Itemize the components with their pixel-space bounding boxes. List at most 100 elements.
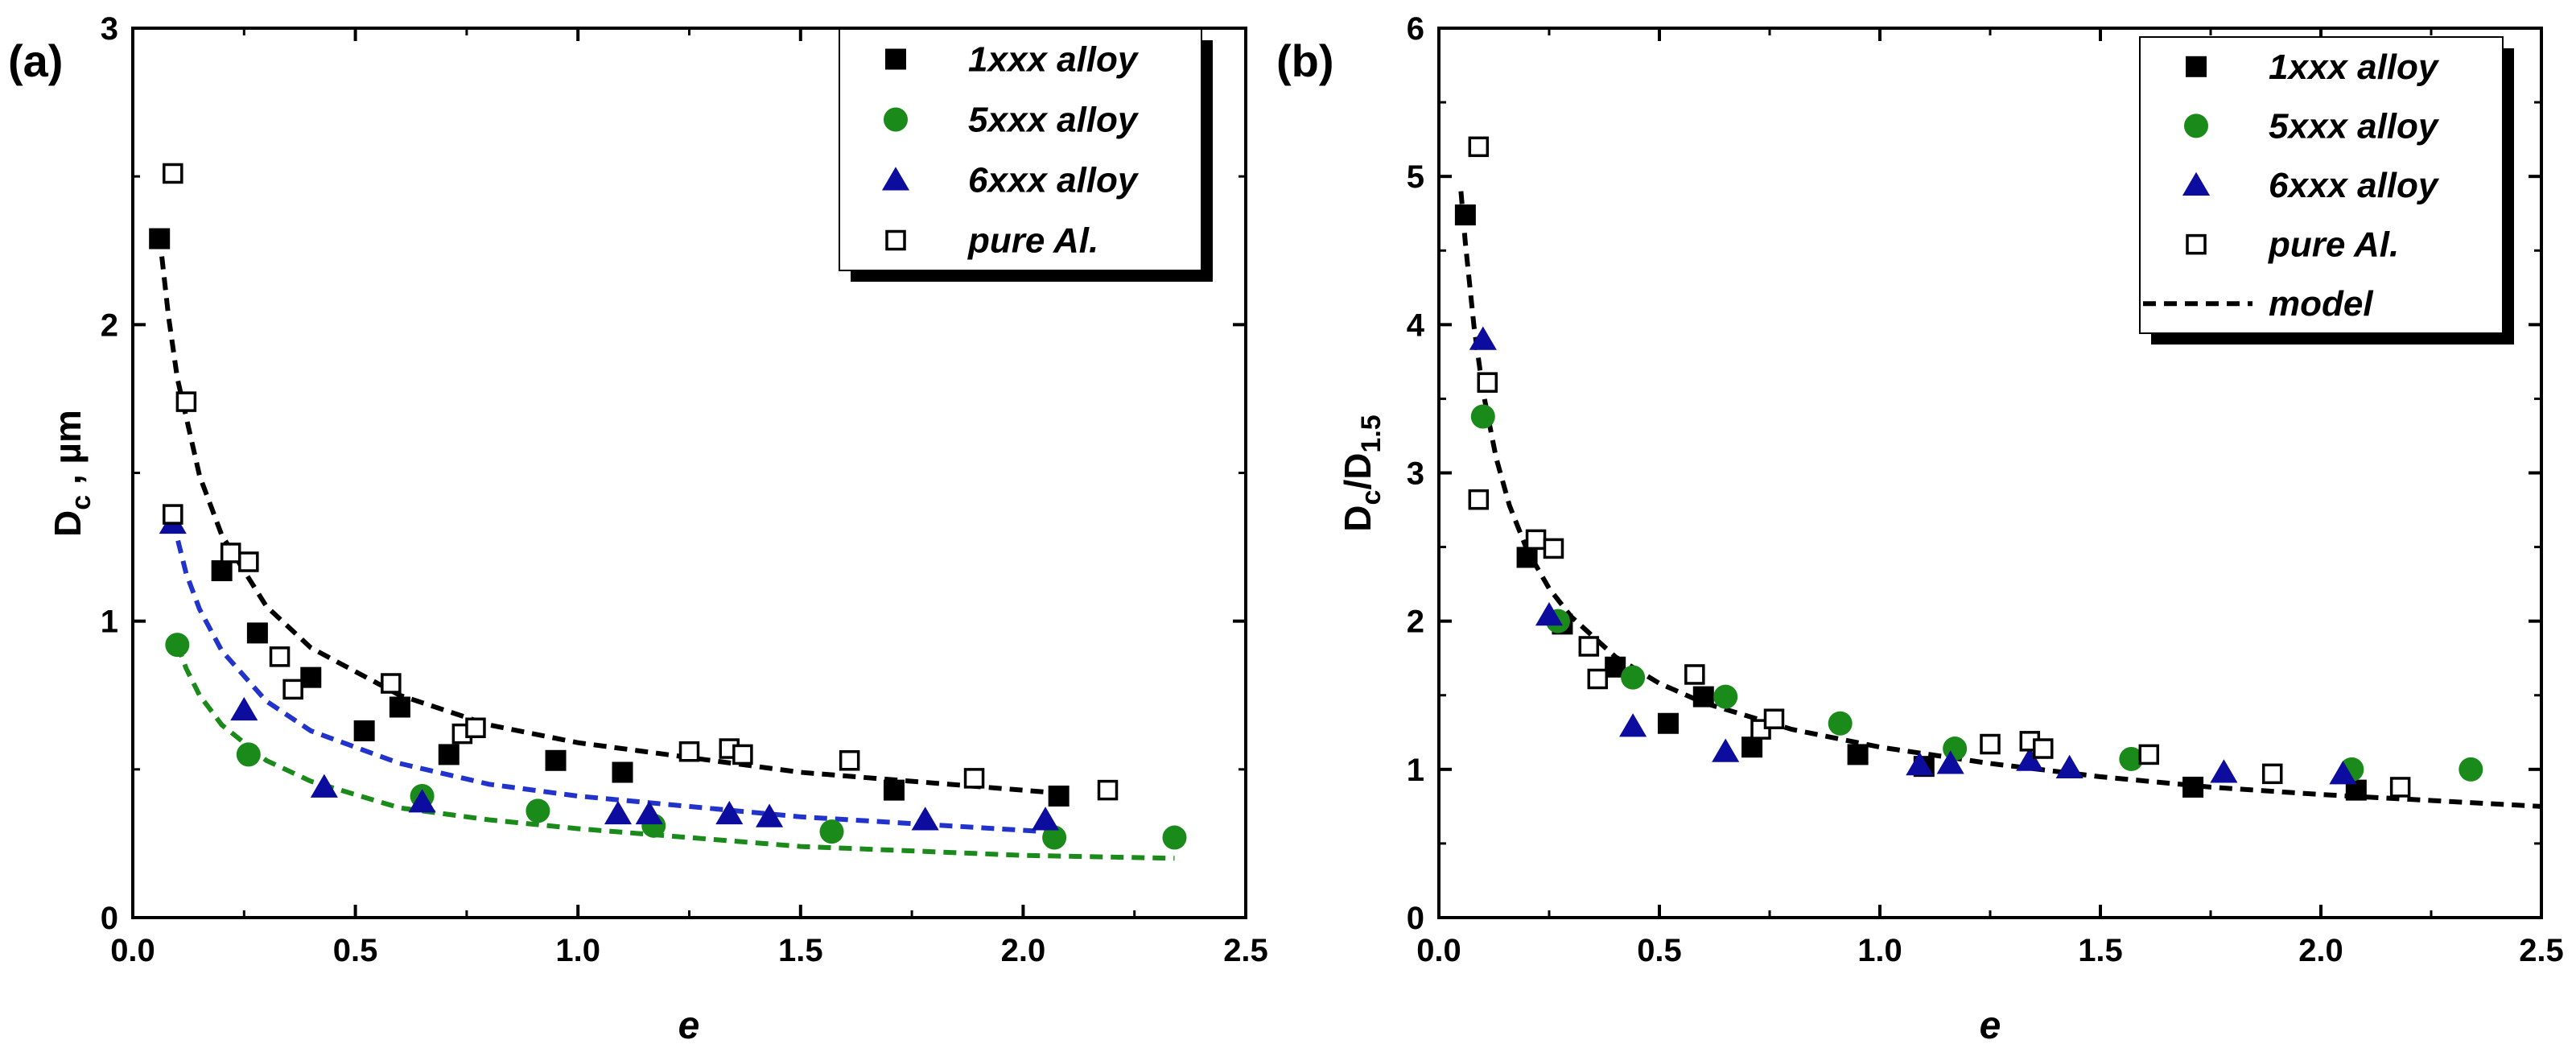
y-tick-label: 0 bbox=[101, 901, 118, 936]
data-point-6xxx-alloy bbox=[2329, 761, 2357, 785]
data-point-1xxx-alloy bbox=[438, 744, 460, 765]
x-tick-label: 2.0 bbox=[2298, 933, 2343, 968]
fit-line-6xxx-fit bbox=[170, 519, 1046, 835]
y-tick-label: 0 bbox=[1407, 901, 1424, 936]
legend-marker-1xxx-alloy bbox=[2186, 56, 2207, 77]
legend-label-1xxx-alloy: 1xxx alloy bbox=[2269, 47, 2440, 87]
data-point-1xxx-alloy bbox=[2182, 776, 2204, 798]
fit-line-1xxx-fit bbox=[157, 235, 1059, 796]
data-point-6xxx-alloy bbox=[408, 789, 436, 813]
y-axis-label-main: D bbox=[47, 510, 89, 537]
data-point-pure-al bbox=[1468, 489, 1490, 510]
x-tick-label: 1.5 bbox=[2078, 933, 2123, 968]
y-axis-label-rest: , µm bbox=[47, 410, 89, 495]
data-point-pure-al bbox=[2261, 763, 2283, 785]
data-point-6xxx-alloy bbox=[310, 774, 338, 798]
y-axis-label: Dc , µm bbox=[47, 410, 97, 537]
data-point-pure-al bbox=[1684, 664, 1705, 685]
data-point-5xxx-alloy bbox=[236, 742, 261, 767]
data-point-pure-al bbox=[2138, 744, 2160, 765]
x-tick-label: 2.5 bbox=[2519, 933, 2564, 968]
y-tick-label: 1 bbox=[101, 604, 118, 640]
data-point-1xxx-alloy bbox=[300, 666, 322, 688]
data-point-1xxx-alloy bbox=[612, 761, 633, 783]
data-point-pure-al bbox=[163, 504, 183, 525]
fit-line-5xxx-fit bbox=[175, 644, 1175, 861]
data-point-pure-al bbox=[1477, 372, 1498, 393]
data-point-pure-al bbox=[163, 163, 183, 184]
data-point-5xxx-alloy bbox=[1943, 736, 1968, 761]
y-tick-label: 1 bbox=[1407, 753, 1424, 788]
data-point-pure-al bbox=[1543, 538, 1564, 559]
data-point-6xxx-alloy bbox=[715, 800, 744, 825]
legend-label-5xxx-alloy: 5xxx alloy bbox=[2269, 106, 2440, 146]
data-point-5xxx-alloy bbox=[526, 798, 550, 823]
legend-label-pure-al: pure Al. bbox=[2268, 225, 2399, 265]
legend-label-6xxx-alloy: 6xxx alloy bbox=[968, 161, 1140, 200]
data-point-5xxx-alloy bbox=[1042, 825, 1067, 850]
y-tick-label: 5 bbox=[1407, 159, 1424, 195]
data-point-1xxx-alloy bbox=[1516, 547, 1538, 568]
data-point-1xxx-alloy bbox=[1692, 686, 1714, 708]
data-point-6xxx-alloy bbox=[1936, 750, 1964, 774]
x-tick-label: 1.0 bbox=[1857, 933, 1902, 968]
legend-marker-pure-al bbox=[885, 229, 906, 251]
legend-label-6xxx-alloy: 6xxx alloy bbox=[2269, 166, 2440, 205]
y-tick-label: 6 bbox=[1407, 11, 1424, 47]
x-axis-label: e bbox=[1980, 1005, 2001, 1047]
data-point-1xxx-alloy bbox=[545, 749, 567, 771]
data-point-6xxx-alloy bbox=[756, 803, 784, 827]
data-point-1xxx-alloy bbox=[1048, 785, 1070, 807]
data-point-pure-al bbox=[381, 673, 402, 694]
y-tick-label: 3 bbox=[1407, 456, 1424, 492]
data-point-5xxx-alloy bbox=[2459, 757, 2483, 782]
data-point-1xxx-alloy bbox=[1847, 744, 1869, 765]
y-axis-label-sub: c bbox=[1356, 490, 1387, 505]
data-point-pure-al bbox=[1578, 636, 1600, 657]
x-tick-label: 2.0 bbox=[1001, 933, 1046, 968]
data-point-6xxx-alloy bbox=[2055, 754, 2083, 778]
legend-marker-6xxx-alloy bbox=[2182, 171, 2211, 196]
panel-label: (b) bbox=[1276, 35, 1334, 86]
panel-label: (a) bbox=[8, 35, 63, 86]
data-point-1xxx-alloy bbox=[246, 622, 268, 644]
data-point-6xxx-alloy bbox=[1031, 807, 1060, 831]
y-axis-label-rest: /D bbox=[1337, 453, 1379, 490]
x-tick-label: 2.5 bbox=[1223, 933, 1268, 968]
legend-label-5xxx-alloy: 5xxx alloy bbox=[968, 101, 1140, 140]
legend: 1xxx alloy 5xxx alloy 6xxx alloy pure Al. mo… bbox=[2139, 36, 2514, 345]
data-point-5xxx-alloy bbox=[1470, 404, 1495, 429]
data-point-6xxx-alloy bbox=[230, 696, 258, 721]
y-tick-label: 2 bbox=[1407, 604, 1424, 640]
y-tick-label: 2 bbox=[101, 307, 118, 343]
x-tick-label: 0.0 bbox=[1416, 933, 1461, 968]
data-point-pure-al bbox=[1587, 668, 1609, 690]
data-point-1xxx-alloy bbox=[353, 720, 375, 741]
legend-marker-pure-al bbox=[2186, 233, 2207, 255]
data-point-1xxx-alloy bbox=[149, 228, 171, 250]
data-point-pure-al bbox=[465, 717, 486, 739]
data-point-1xxx-alloy bbox=[1741, 736, 1763, 758]
data-point-pure-al bbox=[1525, 529, 1547, 551]
data-point-pure-al bbox=[1763, 708, 1785, 729]
data-point-6xxx-alloy bbox=[635, 800, 663, 825]
legend-marker-5xxx-alloy bbox=[884, 107, 908, 132]
data-point-pure-al bbox=[2389, 777, 2411, 798]
data-point-6xxx-alloy bbox=[2210, 759, 2238, 783]
data-point-5xxx-alloy bbox=[1162, 825, 1187, 850]
data-point-pure-al bbox=[269, 646, 291, 667]
x-tick-label: 0.5 bbox=[1637, 933, 1682, 968]
data-point-1xxx-alloy bbox=[883, 779, 905, 801]
x-tick-label: 0.0 bbox=[110, 933, 155, 968]
data-point-1xxx-alloy bbox=[211, 560, 233, 582]
data-point-6xxx-alloy bbox=[1619, 713, 1647, 737]
panel-b: 0.0 0.5 1.0 1.5 2.0 2.50123456(b)eDc/D1.51xxx… bbox=[1276, 11, 2564, 1047]
data-point-pure-al bbox=[2033, 738, 2054, 759]
data-point-pure-al bbox=[1468, 136, 1490, 158]
data-point-6xxx-alloy bbox=[1712, 738, 1740, 762]
data-point-pure-al bbox=[1097, 779, 1119, 801]
data-point-pure-al bbox=[282, 679, 303, 700]
y-axis-label-sub2: 1.5 bbox=[1356, 415, 1387, 452]
data-point-1xxx-alloy bbox=[389, 696, 410, 718]
data-point-6xxx-alloy bbox=[604, 800, 633, 825]
